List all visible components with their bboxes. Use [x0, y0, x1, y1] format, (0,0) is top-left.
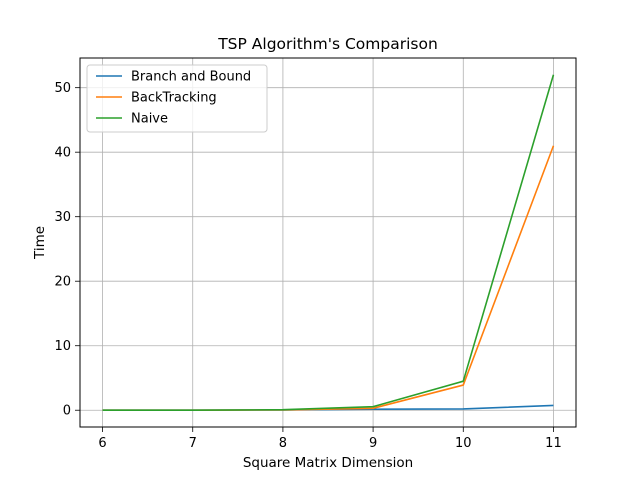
x-tick-label: 10	[455, 436, 472, 451]
x-tick-label: 11	[545, 436, 562, 451]
x-tick-label: 8	[279, 436, 287, 451]
y-tick-label: 50	[54, 81, 71, 96]
y-tick-label: 10	[54, 339, 71, 354]
legend-label: Branch and Bound	[131, 70, 251, 85]
y-tick-label: 20	[54, 275, 71, 290]
x-tick-label: 6	[98, 436, 106, 451]
plot-frame	[79, 57, 577, 428]
x-tick-label: 9	[369, 436, 377, 451]
x-axis-label: Square Matrix Dimension	[243, 455, 413, 471]
legend: Branch and Bound BackTracking Naive	[86, 64, 268, 133]
y-tick-label: 0	[63, 404, 71, 419]
series-line	[102, 74, 555, 412]
legend-label: Naive	[131, 112, 168, 127]
tick-layer: 6 7 8 9 10 11 0 10 20 30 40 50	[54, 81, 561, 451]
x-tick-label: 7	[189, 436, 197, 451]
legend-box	[86, 64, 268, 133]
legend-label: BackTracking	[131, 91, 217, 106]
grid-layer	[80, 58, 576, 427]
y-tick-label: 40	[54, 146, 71, 161]
y-tick-label: 30	[54, 210, 71, 225]
y-axis-label: Time	[32, 226, 48, 260]
series-layer	[102, 74, 555, 412]
chart-title: TSP Algorithm's Comparison	[217, 35, 438, 53]
